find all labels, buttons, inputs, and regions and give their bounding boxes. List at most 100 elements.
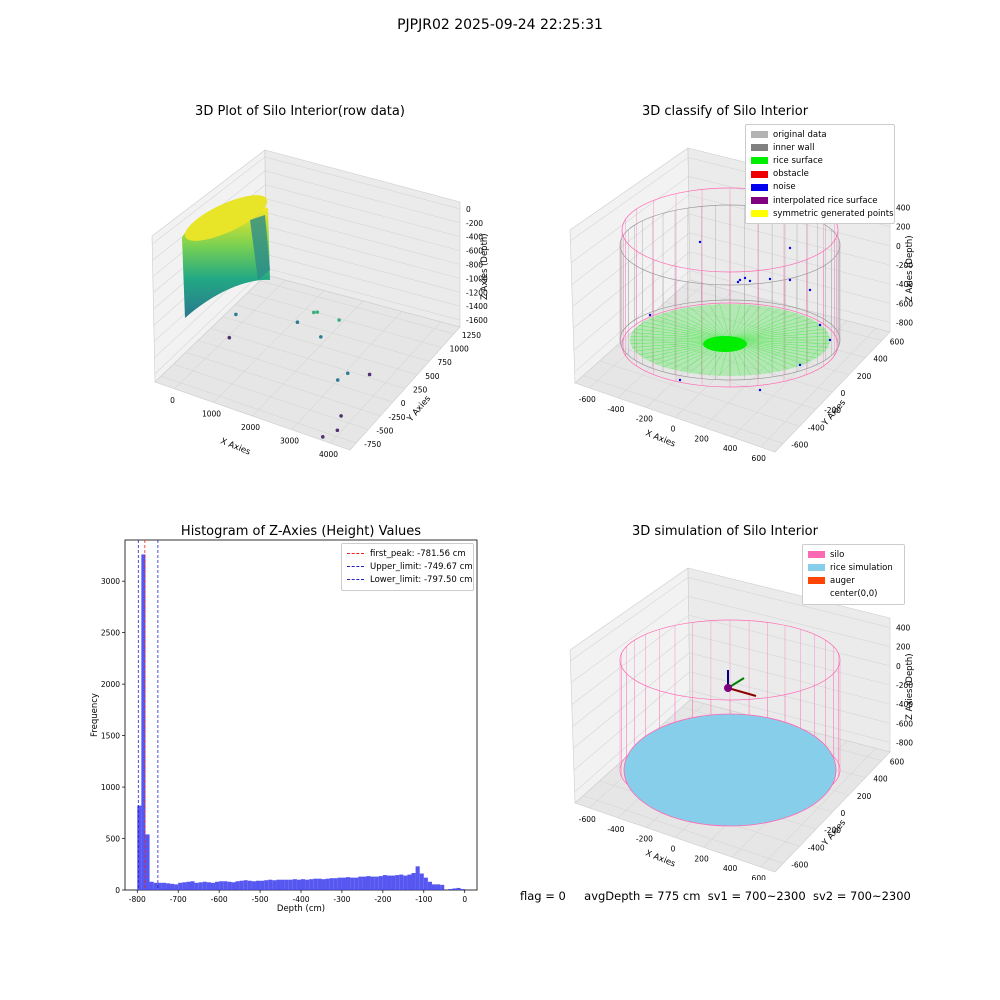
grid-line [173,363,369,430]
x-tick-label: -100 [415,895,432,904]
y-tick-label: 750 [437,358,452,367]
hist-bar [399,874,404,890]
legend-item-upper-limit: Upper_limit: -749.67 cm [347,560,473,573]
rice-surface-ray [689,306,731,341]
noise-point [698,240,702,244]
legend-label: noise [773,182,796,193]
legend-label: inner wall [773,142,815,153]
raw-point [367,372,372,377]
legend-item-center: center(0,0) [808,588,899,601]
hist-bar [358,876,363,890]
legend-item-first-peak: first_peak: -781.56 cm [347,547,468,560]
legend-line [347,566,364,568]
z-tick-label: -400 [896,700,913,709]
sv1-text: sv1 = 700~2300 [707,889,806,903]
x-tick-label: -500 [252,895,269,904]
avg-depth-text: avgDepth = 775 cm [584,889,701,903]
hist-bar [407,874,412,890]
raw-point [320,435,325,439]
noise-point [748,279,752,283]
legend-label: rice surface [773,155,823,166]
raw-point [234,312,238,317]
grid-line [573,652,891,749]
hist-bar [305,879,310,890]
z-tick-label: 400 [896,204,911,213]
hist-bar [268,879,273,890]
hist-bar [452,888,457,890]
raw-point [227,335,232,340]
hist-bar [321,879,326,890]
legend-item-noise: noise [751,181,889,194]
x-tick-label: -400 [607,825,624,834]
z-tick-label: 200 [896,223,911,232]
hist-bar [329,878,334,890]
legend-item-interpolated: interpolated rice surface [751,194,889,207]
hist-bar [448,888,453,890]
raw-cloud-spike [250,215,270,280]
z-tick-label: -200 [896,261,913,270]
rice-surface-ray [729,325,822,341]
hist-bar [460,888,465,890]
hist-bar [309,879,314,890]
y-tick-label: -400 [808,843,825,852]
legend-swatch [808,577,825,585]
hist-bar [206,882,211,890]
legend-item-auger: auger [808,574,899,587]
x-tick-label: 4000 [319,450,338,459]
legend-swatch [751,144,768,152]
x-tick-label: 1000 [202,409,221,418]
x-tick-label: 0 [671,425,676,434]
legend-item-obstacle: obstacle [751,168,889,181]
y-tick-label: 1000 [101,783,120,792]
raw-point [335,428,340,433]
hist-bar [366,876,371,890]
hist-bar [145,834,150,890]
legend-label: interpolated rice surface [773,195,878,206]
hist-bar [284,879,289,890]
grid-line [570,577,891,662]
y-tick-label: -400 [808,423,825,432]
legend-swatch [808,564,825,572]
y-tick-label: 500 [106,835,121,844]
legend-label: auger [830,575,855,586]
z-tick-label: 0 [896,662,901,671]
rice-surface-ray [729,304,741,341]
hist-bar [153,882,158,890]
x-tick-label: -600 [579,815,596,824]
y-tick-label: -200 [824,826,841,835]
sim-z-axis-label: Z Axies (Depth) [905,653,915,720]
hist-bar [427,881,432,890]
y-tick-label: 200 [857,372,872,381]
x-tick-label: 600 [752,454,767,463]
rice-surface-ray [729,305,762,341]
legend-label: center(0,0) [830,589,878,600]
histogram-title: Histogram of Z-Axies (Height) Values [180,524,422,539]
z-tick-label: 400 [896,624,911,633]
hist-bar [161,882,166,890]
z-tick-label: -1200 [466,288,488,297]
grid-line [599,360,800,427]
x-tick-label: -600 [579,395,596,404]
hist-bar [354,877,359,890]
hist-bar [456,887,461,890]
hist-bar [272,880,277,890]
z-tick-label: 0 [896,242,901,251]
legend-line [347,553,364,555]
raw-3d-plot: 0 1000 2000 3000 4000 -750 -500 -250 0 250 500 750… [151,149,490,459]
grid-line [574,690,891,793]
rice-surface-ray [729,339,828,348]
hist-bar [391,875,396,890]
y-tick-label: 1000 [450,345,469,354]
z-tick-label: 0 [466,205,471,214]
hist-bar [182,882,187,890]
x-tick-label: -300 [333,895,350,904]
noise-point [678,378,682,382]
legend-swatch [751,157,768,165]
classify-plot-title: 3D classify of Silo Interior [641,104,809,119]
y-tick-label: 200 [857,792,872,801]
legend-label: silo [830,549,845,560]
hist-bar [174,884,179,890]
hist-y-axis-label: Frequency [90,693,100,737]
grid-line [570,595,891,684]
